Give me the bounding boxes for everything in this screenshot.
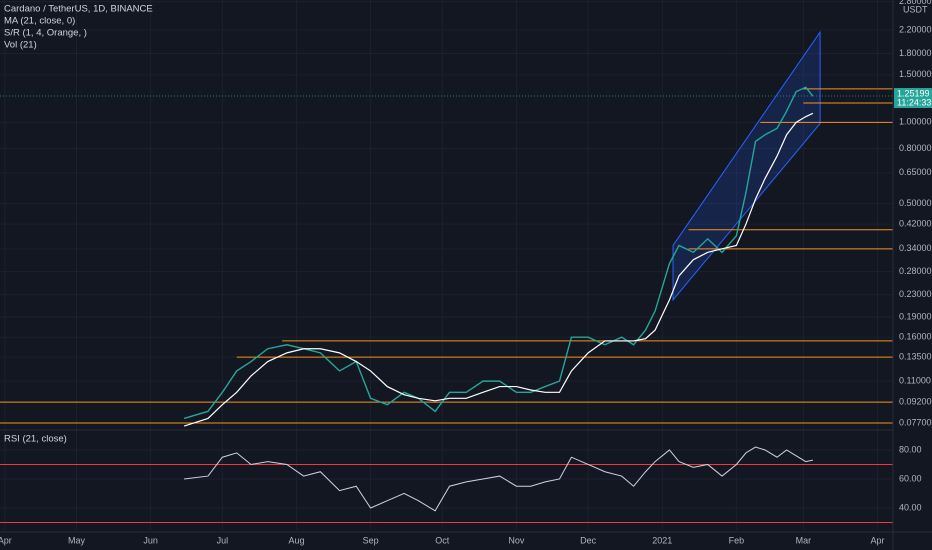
x-tick-label: Oct — [435, 535, 450, 545]
chart-title: Cardano / TetherUS, 1D, BINANCE — [4, 4, 153, 15]
rsi-title: RSI (21, close) — [4, 434, 67, 445]
indicator-label: S/R (1, 4, Orange, ) — [4, 28, 87, 39]
y-tick-label: 60.00 — [899, 473, 922, 483]
y-tick-label: 40.00 — [899, 502, 922, 512]
price-line — [183, 86, 814, 420]
y-tick-label: 0.28000 — [899, 266, 932, 276]
x-tick-label: Feb — [729, 535, 745, 545]
currency-label: USDT — [903, 4, 928, 14]
x-tick-label: 2021 — [652, 535, 672, 545]
y-tick-label: 0.23000 — [899, 289, 932, 299]
x-tick-label: Jun — [143, 535, 158, 545]
y-tick-label: 2.20000 — [899, 24, 932, 34]
rsi-line — [184, 446, 814, 512]
last-price-box — [894, 88, 932, 109]
indicator-label: Vol (21) — [4, 40, 37, 51]
y-tick-label: 1.50000 — [899, 69, 932, 79]
y-tick-label: 2.80000 — [899, 0, 932, 6]
last-price-label: 1.25199 — [897, 88, 930, 98]
y-tick-label: 1.80000 — [899, 48, 932, 58]
plot — [0, 0, 893, 530]
y-tick-label: 0.11000 — [899, 376, 931, 386]
y-tick-label: 1.00000 — [899, 117, 932, 127]
x-tick-label: Apr — [0, 535, 12, 545]
x-tick-label: Jul — [217, 535, 229, 545]
y-tick-label: 0.34000 — [899, 243, 932, 253]
y-tick-label: 0.65000 — [899, 167, 932, 177]
x-tick-label: Dec — [580, 535, 597, 545]
y-tick-label: 0.07700 — [899, 417, 932, 427]
x-tick-label: Apr — [870, 535, 884, 545]
indicator-label: MA (21, close, 0) — [4, 16, 75, 27]
x-tick-label: May — [68, 535, 86, 545]
channel — [672, 30, 821, 302]
x-tick-label: Sep — [363, 535, 379, 545]
y-tick-label: 0.42000 — [899, 218, 932, 228]
x-tick-label: Nov — [508, 535, 525, 545]
y-tick-label: 0.50000 — [899, 198, 932, 208]
y-tick-label: 0.80000 — [899, 143, 932, 153]
y-tick-label: 0.19000 — [899, 311, 932, 321]
ma-line — [183, 112, 814, 427]
countdown-label: 11:24:33 — [897, 97, 931, 107]
x-tick-label: Mar — [796, 535, 812, 545]
y-tick-label: 80.00 — [899, 444, 922, 454]
y-tick-label: 0.09200 — [899, 396, 932, 406]
y-tick-label: 0.16000 — [899, 332, 932, 342]
x-tick-label: Aug — [288, 535, 304, 545]
y-tick-label: 0.13500 — [899, 351, 932, 361]
